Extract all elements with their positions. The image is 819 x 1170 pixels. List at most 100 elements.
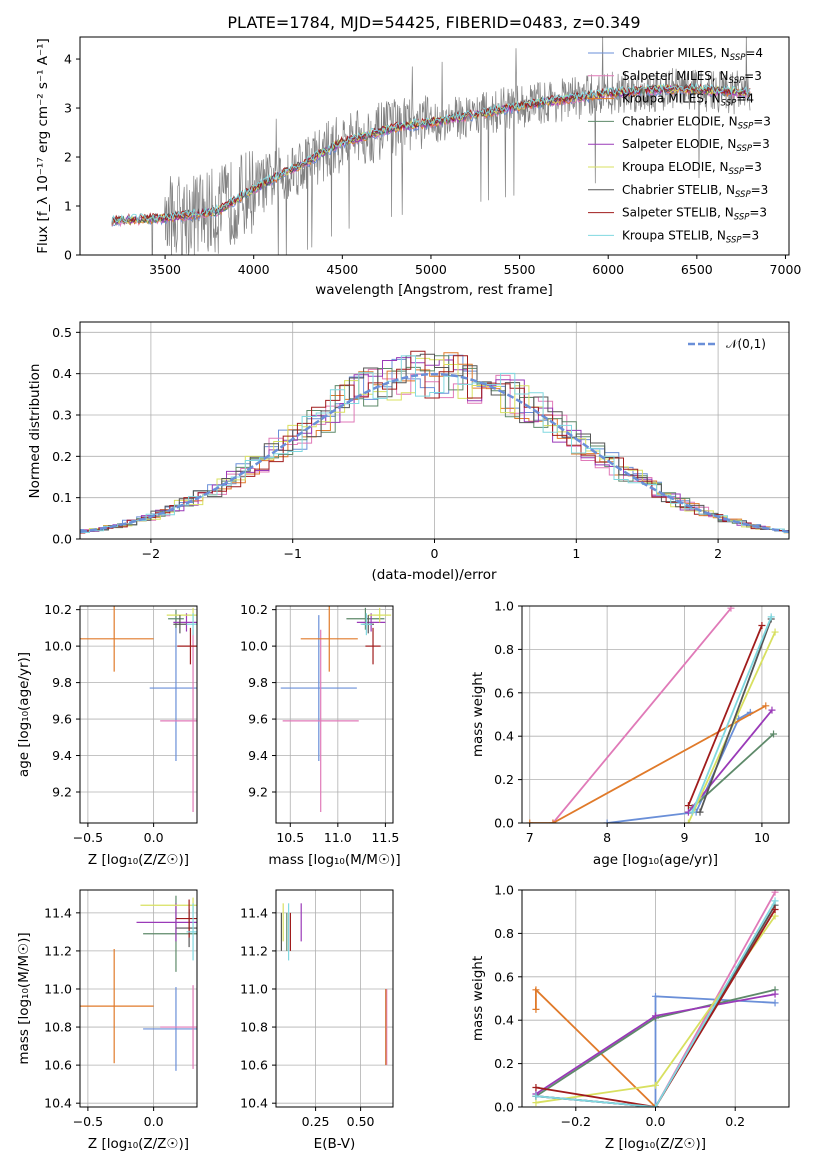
legend-label-tail: =4	[736, 92, 754, 106]
y-tick-label: 10.4	[44, 1096, 72, 1111]
panel-axes-frame	[521, 605, 790, 824]
panel-ticks: 10.5 11.0 11.5 9.2 9.4 9.6 9.8 10.0 10.2	[240, 602, 399, 845]
y-tick-label: 0.1	[52, 490, 72, 505]
legend-entry-label: Salpeter MILES, NSSP=3	[622, 69, 762, 86]
histogram-legend: 𝒩(0,1)	[688, 337, 766, 351]
panel-marks	[280, 903, 388, 1066]
x-tick-label: 0	[431, 546, 439, 561]
x-tick-label: −0.2	[561, 1114, 591, 1129]
plus-marker	[652, 1103, 659, 1107]
y-tick-label: 0.2	[52, 449, 72, 464]
legend-label-sub: SSP	[735, 190, 751, 200]
x-tick-label: 0.0	[144, 830, 164, 845]
x-tick-label: 7	[526, 830, 534, 845]
panel-axes-frame	[275, 889, 394, 1108]
panel-marks	[80, 895, 197, 1071]
plus-marker	[684, 802, 692, 810]
plus-marker	[532, 986, 540, 994]
histogram-step-line	[80, 355, 789, 533]
panel-grid	[276, 606, 393, 823]
y-tick-label: 1.0	[494, 883, 514, 898]
mass-weight-line	[687, 709, 773, 813]
plus-marker	[771, 912, 779, 920]
legend-label-sub: SSP	[729, 167, 745, 177]
histogram-step-line	[80, 357, 789, 534]
plus-marker	[532, 1092, 540, 1100]
plus-marker	[549, 819, 557, 823]
y-tick-label: 0.6	[494, 969, 514, 984]
y-tick-label: 10.6	[240, 1058, 268, 1073]
errorbar-point	[177, 627, 197, 665]
y-tick-label: 11.4	[240, 905, 268, 920]
plus-marker	[532, 1099, 540, 1107]
errorbar-point	[160, 985, 197, 1069]
y-tick-label: 10.8	[240, 1020, 268, 1035]
plus-marker	[526, 819, 534, 823]
spectrum-lines	[111, 37, 751, 255]
plus-marker	[652, 1012, 659, 1020]
y-tick-label: 0.4	[494, 729, 514, 744]
y-tick-label: 9.2	[52, 785, 72, 800]
legend-label-sub: SSP	[738, 121, 754, 131]
spectrum-axes-frame	[79, 36, 790, 256]
y-tick-label: 10.2	[240, 602, 268, 617]
legend-label-main: Chabrier STELIB, N	[622, 183, 735, 197]
legend-label-sub: SSP	[734, 213, 750, 223]
errorbar-point	[136, 903, 197, 942]
y-tick-label: 10.4	[240, 1096, 268, 1111]
y-tick-label: 9.6	[248, 712, 268, 727]
legend-label-tail: =4	[745, 46, 763, 60]
x-tick-label: 0.25	[302, 1114, 330, 1129]
legend-label-main: Chabrier ELODIE, N	[622, 114, 738, 128]
panel-axes-frame	[79, 605, 198, 824]
plus-marker	[603, 819, 611, 823]
y-tick-label: 10.2	[44, 602, 72, 617]
legend-label-tail: =3	[744, 160, 762, 174]
y-tick-label: 0.2	[494, 1056, 514, 1071]
y-tick-label: 10.6	[44, 1058, 72, 1073]
histogram-y-axis-label: Normed distribution	[27, 364, 43, 499]
errorbar-point	[143, 987, 197, 1071]
x-tick-label: 7000	[770, 262, 802, 277]
x-tick-label: 11.5	[371, 830, 399, 845]
plus-marker	[767, 613, 775, 621]
panel-marks	[532, 890, 779, 1107]
plus-marker	[768, 706, 776, 714]
x-axis-label: Z [log₁₀(Z/Z☉)]	[605, 1136, 706, 1152]
y-tick-label: 10.8	[44, 1020, 72, 1035]
x-tick-label: 0.0	[144, 1114, 164, 1129]
x-axis-label: E(B-V)	[314, 1136, 356, 1152]
plus-marker	[770, 730, 778, 738]
y-tick-label: 0.8	[494, 926, 514, 941]
y-tick-label: 0.4	[494, 1013, 514, 1028]
x-tick-label: 4000	[238, 262, 270, 277]
x-tick-label: −2	[142, 546, 160, 561]
age-vs-mass-panel: 10.5 11.0 11.5 9.2 9.4 9.6 9.8 10.0 10.2 mass [lo…	[240, 602, 400, 868]
plus-marker	[758, 622, 766, 630]
y-tick-label: 0.0	[52, 532, 72, 547]
y-tick-label: 10.0	[240, 639, 268, 654]
x-axis-label: Z [log₁₀(Z/Z☉)]	[88, 852, 189, 868]
legend-label-main: Salpeter MILES, N	[622, 69, 729, 83]
errorbar-point	[300, 606, 358, 672]
y-tick-label: 10.0	[44, 639, 72, 654]
y-tick-label: 9.2	[248, 785, 268, 800]
observed-spectrum-line	[111, 37, 751, 255]
y-axis-label: mass weight	[470, 672, 486, 757]
legend-entry-label: Chabrier ELODIE, NSSP=3	[622, 114, 771, 131]
errorbar-point	[186, 903, 197, 961]
errorbar-point	[280, 615, 357, 761]
legend-entry-label: Chabrier MILES, NSSP=4	[622, 46, 763, 63]
plus-marker	[771, 897, 779, 905]
errorbar-point	[160, 629, 197, 813]
x-tick-label: 6000	[592, 262, 624, 277]
legend-label-main: Kroupa STELIB, N	[622, 228, 726, 242]
x-tick-label: 10	[754, 830, 770, 845]
mass-weight-vs-age-panel: 7 8 9 10 0.0 0.2 0.4 0.6 0.8 1.0 age [log₁₀(age/yr…	[470, 599, 790, 868]
legend-label-tail: =3	[742, 228, 760, 242]
plus-marker	[652, 1081, 659, 1089]
y-tick-label: 1	[64, 199, 72, 214]
errorbar-point	[175, 899, 197, 938]
